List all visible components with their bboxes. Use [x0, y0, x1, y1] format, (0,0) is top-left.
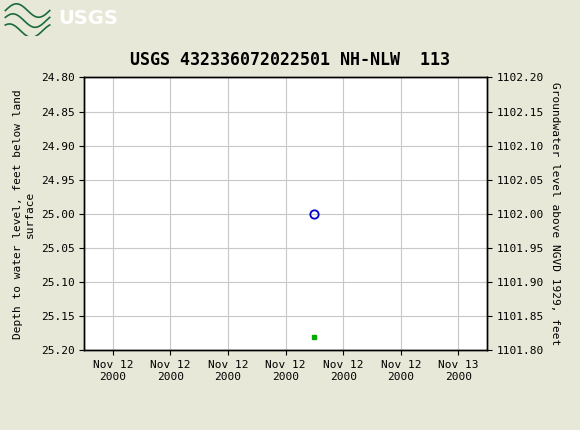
Y-axis label: Groundwater level above NGVD 1929, feet: Groundwater level above NGVD 1929, feet	[550, 82, 560, 346]
Text: USGS: USGS	[58, 9, 118, 28]
Text: USGS 432336072022501 NH-NLW  113: USGS 432336072022501 NH-NLW 113	[130, 51, 450, 69]
Y-axis label: Depth to water level, feet below land
surface: Depth to water level, feet below land su…	[13, 89, 35, 339]
